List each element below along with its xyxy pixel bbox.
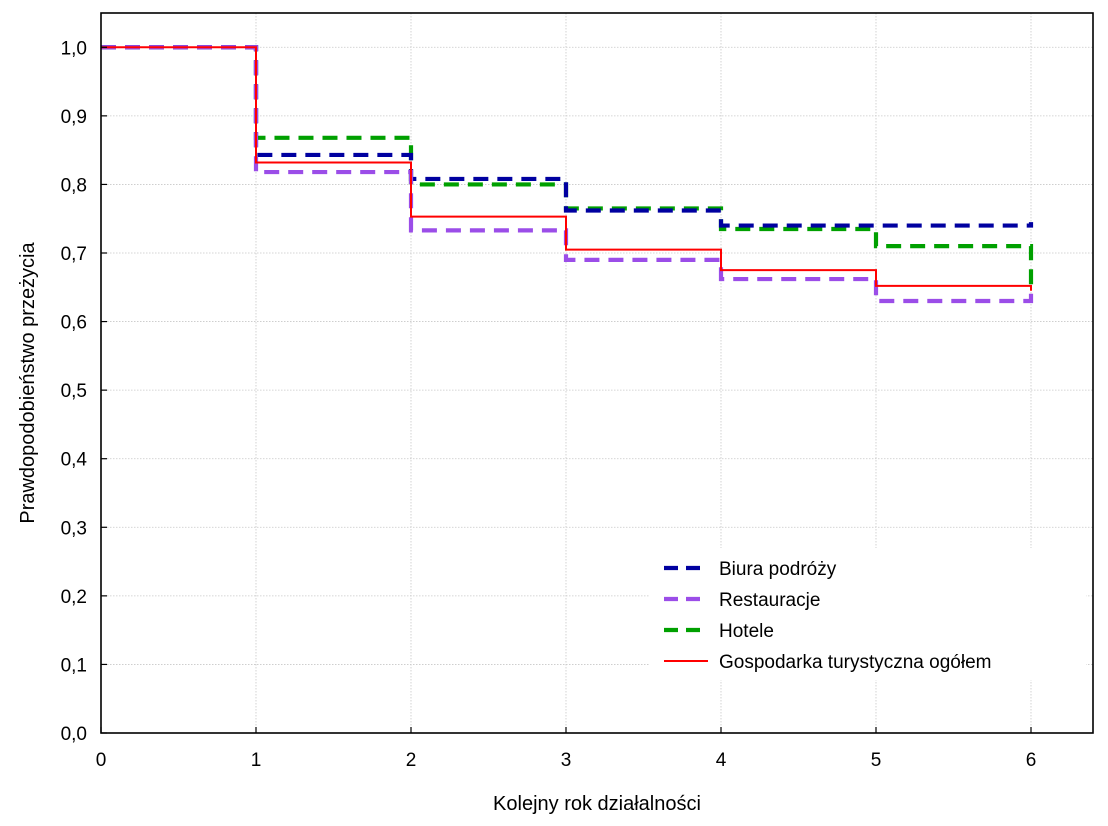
- y-axis-title: Prawdopodobieństwo przeżycia: [17, 241, 39, 523]
- y-tick-label: 0,6: [61, 313, 87, 334]
- y-tick-label: 0,3: [61, 518, 87, 539]
- y-tick-label: 0,8: [61, 175, 87, 196]
- legend-label-0: Biura podróży: [719, 559, 837, 580]
- y-tick-label: 0,2: [61, 587, 87, 608]
- x-tick-label: 2: [406, 750, 417, 771]
- series-line-3: [101, 46, 1032, 291]
- tick-layer: 0 1 2 3 4 5 6 0,0 0,1 0,2 0,3 0,4 0,5 0,6 0,7 0,8 0,9 1,0: [61, 38, 1037, 771]
- x-axis-title: Kolejny rok działalności: [493, 793, 701, 815]
- y-tick-label: 0,4: [61, 450, 88, 471]
- x-tick-label: 0: [96, 750, 107, 771]
- y-tick-label: 0,7: [61, 244, 87, 265]
- series-layer: [101, 45, 1034, 304]
- legend: Biura podróży Restauracje Hotele Gospodarka…: [650, 548, 1086, 680]
- y-tick-label: 0,9: [61, 107, 87, 128]
- x-tick-label: 1: [251, 750, 262, 771]
- series-line-1: [101, 45, 1034, 304]
- y-tick-label: 0,5: [61, 381, 87, 402]
- legend-label-1: Restauracje: [719, 590, 820, 611]
- x-tick-label: 5: [871, 750, 882, 771]
- x-tick-label: 6: [1026, 750, 1037, 771]
- legend-label-3: Gospodarka turystyczna ogółem: [719, 652, 991, 673]
- y-tick-label: 0,0: [61, 724, 87, 745]
- plot-frame: [100, 12, 1094, 734]
- x-tick-label: 4: [716, 750, 727, 771]
- y-tick-label: 1,0: [61, 38, 87, 59]
- x-tick-label: 3: [561, 750, 572, 771]
- grid-layer: [100, 13, 1093, 734]
- legend-label-2: Hotele: [719, 621, 774, 642]
- y-tick-label: 0,1: [61, 655, 87, 676]
- legend-background: [650, 548, 1086, 680]
